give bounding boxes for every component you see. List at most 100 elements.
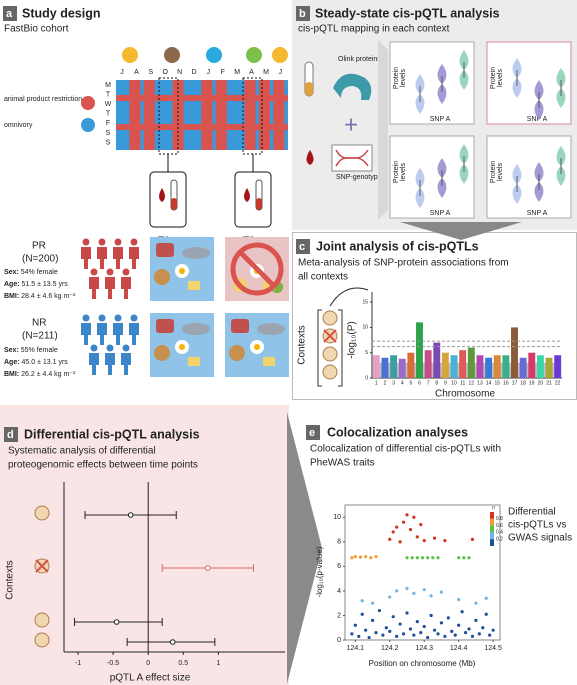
point: [388, 537, 392, 541]
panel-subtitle: PheWAS traits: [310, 458, 375, 469]
food-cheese: [188, 281, 200, 290]
point: [422, 538, 426, 543]
plot-ylabel: levels: [497, 69, 504, 87]
month: J: [120, 69, 124, 76]
chromosome-peak: [459, 350, 467, 378]
person-body: [121, 277, 131, 299]
x-tick-label: 124.2: [381, 645, 399, 652]
y-tick-label: 15: [362, 299, 368, 305]
point: [426, 635, 430, 640]
group-info: Age: 45.0 ± 13.1 yrs: [4, 359, 68, 366]
y-tick-label: 8: [337, 539, 341, 546]
colorbar-swatch: [490, 539, 494, 546]
point: [353, 623, 357, 627]
sample-box: [149, 171, 187, 228]
dna: [335, 149, 369, 167]
point: [384, 626, 388, 630]
point: [436, 556, 440, 560]
month: N: [177, 69, 182, 76]
person-head: [130, 314, 138, 322]
plot-ylabel: Protein: [490, 161, 497, 183]
panel-title: Study design: [22, 6, 100, 20]
plot-ylabel: levels: [400, 69, 407, 87]
point: [405, 513, 409, 517]
weekday: W: [105, 101, 112, 108]
food-yolk: [254, 344, 260, 350]
context-cross: [323, 329, 337, 343]
food-fish: [182, 247, 210, 259]
arrow-b-c: [400, 222, 522, 240]
person-head: [98, 314, 106, 322]
plot-ylabel: Protein: [490, 67, 497, 89]
estimate: [169, 639, 176, 645]
y-label: Contexts: [5, 560, 16, 599]
point: [488, 633, 492, 637]
axis-label: pQTL A effect size: [110, 673, 191, 684]
season-icon: [206, 47, 222, 63]
x-tick-label: 1: [216, 660, 220, 667]
point: [439, 621, 444, 625]
person-head: [114, 238, 122, 246]
letter-box: [4, 427, 18, 442]
panel-subtitle: FastBio cohort: [4, 24, 69, 35]
person-body: [121, 353, 131, 375]
violin: [437, 158, 447, 198]
point: [364, 628, 368, 632]
x-tick-label: 7: [427, 380, 430, 386]
plot-area: [344, 504, 501, 641]
person-body: [81, 323, 91, 345]
value: 45.0 ± 13.1 yrs: [22, 359, 69, 366]
point: [477, 632, 481, 636]
x-tick-label: 1: [375, 380, 378, 386]
point: [408, 527, 413, 532]
food-meat: [156, 319, 174, 333]
plot-xlabel: SNP A: [430, 116, 451, 123]
restriction-band: [244, 80, 256, 150]
x-tick-label: 124.5: [484, 645, 502, 652]
colorbar-swatch: [490, 518, 494, 526]
chromosome-peak: [511, 327, 518, 378]
x-tick-label: 9: [444, 380, 447, 386]
person-head: [106, 268, 114, 276]
food-meat: [156, 243, 174, 257]
violin: [415, 168, 425, 208]
person-head: [90, 344, 98, 352]
panel-subtitle: cis-pQTL mapping in each context: [298, 24, 450, 35]
point: [429, 594, 433, 598]
panel-title: Steady-state cis-pQTL analysis: [315, 6, 500, 20]
chromosome-peak: [372, 355, 380, 378]
chromosome-peak: [554, 355, 562, 378]
season-icon: [122, 47, 138, 63]
weekday: M: [105, 82, 111, 89]
point: [460, 610, 464, 614]
x-tick-label: 6: [418, 380, 421, 386]
point: [453, 633, 457, 637]
weekday: S: [106, 139, 111, 146]
person-head: [98, 238, 106, 246]
colorbar-tick: 0.4: [496, 530, 503, 536]
month: J: [207, 69, 211, 76]
food-fish: [257, 323, 285, 335]
letter-box: [296, 6, 310, 21]
x-tick-label: 8: [435, 380, 438, 386]
panel-title: Joint analysis of cis-pQTLs: [316, 239, 479, 253]
sample-box: [234, 171, 272, 228]
point: [422, 588, 426, 592]
x-tick-label: 17: [512, 380, 518, 386]
point: [446, 616, 450, 620]
input-label: SNP-genotypes: [336, 174, 386, 181]
chromosome-peak: [493, 355, 501, 378]
panel-title: Differential cis-pQTL analysis: [24, 427, 200, 441]
season-icon: [272, 47, 288, 63]
tube-fill: [171, 198, 177, 210]
context-icon: [322, 346, 338, 362]
no-sign-bar: [238, 250, 276, 288]
point: [358, 555, 363, 559]
season-icon: [246, 47, 262, 63]
person-body: [81, 247, 91, 269]
season-icon: [164, 47, 180, 63]
x-tick-label: 21: [546, 380, 552, 386]
panel-letter: d: [7, 429, 14, 441]
violin-plot-box: [389, 41, 475, 125]
colorbar-tick: 0.2: [496, 537, 503, 543]
